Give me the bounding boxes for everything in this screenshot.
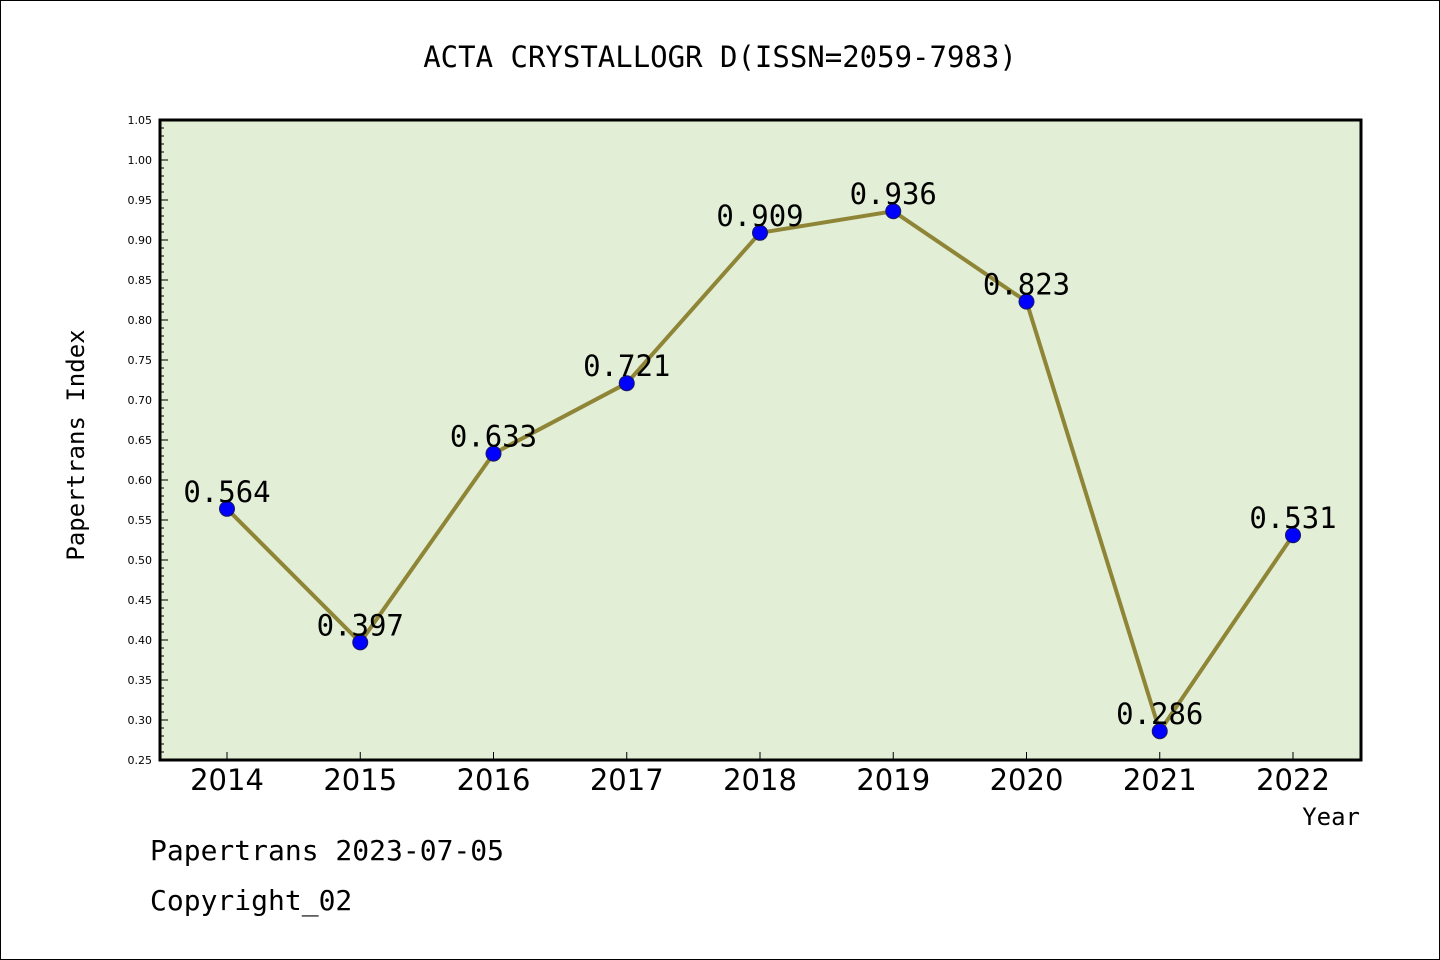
data-point <box>352 634 369 651</box>
y-tick-label: 1.05 <box>128 114 153 127</box>
footer-date: Papertrans 2023-07-05 <box>150 834 505 867</box>
x-tick-label: 2015 <box>323 763 397 797</box>
y-tick-label: 0.35 <box>128 674 153 687</box>
x-axis: 2014 2015 2016 2017 2018 2019 2020 2021 2022 <box>190 752 1330 797</box>
footer-copyright: Copyright_02 <box>150 884 353 917</box>
y-tick-label: 0.45 <box>128 594 153 607</box>
data-point <box>752 224 768 241</box>
y-tick-label: 0.25 <box>128 754 153 767</box>
data-label: 0.397 <box>317 608 404 642</box>
data-label: 0.633 <box>450 420 537 454</box>
data-label: 0.936 <box>850 177 937 211</box>
y-tick-label: 0.65 <box>128 434 153 447</box>
series-layer: 0.564 0.397 0.633 0.721 0.909 0.936 0.823 0.286… <box>183 177 1337 740</box>
x-tick-label: 2021 <box>1123 763 1197 797</box>
y-tick-label: 0.50 <box>128 554 153 567</box>
x-tick-label: 2014 <box>190 763 264 797</box>
data-point <box>618 375 635 392</box>
data-label: 0.564 <box>183 475 270 509</box>
data-label: 0.909 <box>716 199 803 233</box>
data-point <box>885 203 902 220</box>
y-axis: 0.25 0.30 0.35 0.40 0.45 0.50 0.55 0.60 0.65 0.70… <box>128 114 168 767</box>
data-point <box>485 445 502 462</box>
y-tick-label: 0.70 <box>128 394 153 407</box>
y-tick-label: 0.55 <box>128 514 153 527</box>
x-axis-label: Year <box>1302 803 1360 831</box>
x-tick-label: 2022 <box>1256 763 1330 797</box>
y-tick-label: 0.30 <box>128 714 153 727</box>
x-tick-label: 2018 <box>723 763 797 797</box>
x-tick-label: 2017 <box>590 763 664 797</box>
y-tick-label: 0.80 <box>128 314 153 327</box>
data-label: 0.286 <box>1116 697 1203 731</box>
data-label: 0.823 <box>983 268 1070 302</box>
data-point <box>1285 527 1301 544</box>
y-tick-label: 0.90 <box>128 234 153 247</box>
data-point <box>219 500 235 517</box>
data-point <box>1018 293 1035 310</box>
y-tick-label: 0.95 <box>128 194 153 207</box>
y-tick-label: 1.00 <box>128 154 153 167</box>
y-tick-label: 0.60 <box>128 474 153 487</box>
y-tick-label: 0.40 <box>128 634 153 647</box>
data-label: 0.721 <box>583 349 670 383</box>
chart-title: ACTA CRYSTALLOGR D(ISSN=2059-7983) <box>423 40 1017 74</box>
y-tick-label: 0.75 <box>128 354 153 367</box>
x-tick-label: 2020 <box>990 763 1064 797</box>
x-tick-label: 2019 <box>856 763 930 797</box>
x-tick-label: 2016 <box>457 763 531 797</box>
data-label: 0.531 <box>1249 501 1336 535</box>
y-axis-label: Papertrans Index <box>62 329 90 560</box>
y-tick-label: 0.85 <box>128 274 153 287</box>
data-point <box>1151 723 1168 740</box>
